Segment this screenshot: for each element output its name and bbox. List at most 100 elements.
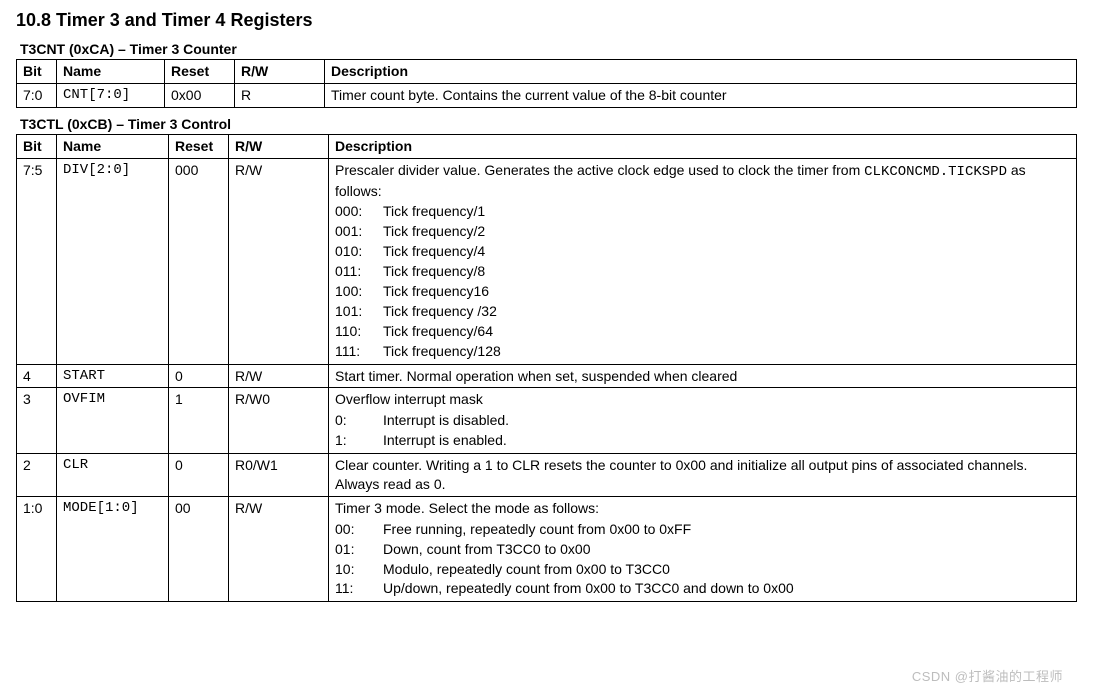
desc-pre: Prescaler divider value. Generates the a… [335, 162, 864, 178]
table-row: 7:5 DIV[2:0] 000 R/W Prescaler divider v… [17, 158, 1077, 364]
cell-reset: 0x00 [165, 83, 235, 107]
enum-row: 011:Tick frequency/8 [335, 262, 1070, 281]
cell-reset: 0 [169, 454, 229, 497]
enum-row: 00:Free running, repeatedly count from 0… [335, 520, 1070, 539]
cell-name: DIV[2:0] [57, 158, 169, 364]
cell-reset: 1 [169, 388, 229, 454]
enum-val: Tick frequency/1 [383, 202, 1070, 221]
enum-val: Free running, repeatedly count from 0x00… [383, 520, 1070, 539]
cell-rw: R/W [229, 364, 329, 388]
cell-reset: 0 [169, 364, 229, 388]
enum-val: Tick frequency /32 [383, 302, 1070, 321]
col-rw: R/W [229, 134, 329, 158]
enum-val: Tick frequency/2 [383, 222, 1070, 241]
desc-text: Overflow interrupt mask [335, 390, 1070, 409]
enum-key: 001: [335, 222, 383, 241]
enum-row: 001:Tick frequency/2 [335, 222, 1070, 241]
cell-desc: Overflow interrupt mask 0:Interrupt is d… [329, 388, 1077, 454]
table-row: 4 START 0 R/W Start timer. Normal operat… [17, 364, 1077, 388]
col-name: Name [57, 60, 165, 84]
table-row: 7:0 CNT[7:0] 0x00 R Timer count byte. Co… [17, 83, 1077, 107]
enum-val: Interrupt is disabled. [383, 411, 1070, 430]
enum-val: Modulo, repeatedly count from 0x00 to T3… [383, 560, 1070, 579]
enum-key: 1: [335, 431, 383, 450]
table-row: 1:0 MODE[1:0] 00 R/W Timer 3 mode. Selec… [17, 496, 1077, 601]
enum-val: Up/down, repeatedly count from 0x00 to T… [383, 579, 1070, 598]
enum-row: 01:Down, count from T3CC0 to 0x00 [335, 540, 1070, 559]
enum-val: Tick frequency/4 [383, 242, 1070, 261]
enum-key: 100: [335, 282, 383, 301]
table-row: 2 CLR 0 R0/W1 Clear counter. Writing a 1… [17, 454, 1077, 497]
table2-title: T3CTL (0xCB) – Timer 3 Control [20, 116, 1077, 132]
enum-val: Tick frequency/128 [383, 342, 1070, 361]
enum-row: 110:Tick frequency/64 [335, 322, 1070, 341]
col-name: Name [57, 134, 169, 158]
cell-desc: Prescaler divider value. Generates the a… [329, 158, 1077, 364]
enum-val: Down, count from T3CC0 to 0x00 [383, 540, 1070, 559]
table1-title: T3CNT (0xCA) – Timer 3 Counter [20, 41, 1077, 57]
enum-row: 11:Up/down, repeatedly count from 0x00 t… [335, 579, 1070, 598]
section-heading: 10.8 Timer 3 and Timer 4 Registers [16, 10, 1077, 31]
cell-reset: 000 [169, 158, 229, 364]
cell-name: START [57, 364, 169, 388]
enum-key: 011: [335, 262, 383, 281]
enum-row: 101:Tick frequency /32 [335, 302, 1070, 321]
desc-text: Prescaler divider value. Generates the a… [335, 161, 1070, 201]
cell-bit: 1:0 [17, 496, 57, 601]
enum-row: 1:Interrupt is enabled. [335, 431, 1070, 450]
enum-key: 101: [335, 302, 383, 321]
col-reset: Reset [169, 134, 229, 158]
cell-rw: R/W [229, 158, 329, 364]
table-row: 3 OVFIM 1 R/W0 Overflow interrupt mask 0… [17, 388, 1077, 454]
cell-desc: Start timer. Normal operation when set, … [329, 364, 1077, 388]
cell-rw: R/W0 [229, 388, 329, 454]
watermark-text: CSDN @打酱油的工程师 [912, 666, 1063, 685]
cell-desc: Clear counter. Writing a 1 to CLR resets… [329, 454, 1077, 497]
cell-bit: 7:0 [17, 83, 57, 107]
desc-text: Timer 3 mode. Select the mode as follows… [335, 499, 1070, 518]
table-header-row: Bit Name Reset R/W Description [17, 60, 1077, 84]
cell-name: MODE[1:0] [57, 496, 169, 601]
enum-key: 0: [335, 411, 383, 430]
cell-bit: 2 [17, 454, 57, 497]
enum-key: 01: [335, 540, 383, 559]
enum-key: 000: [335, 202, 383, 221]
enum-key: 010: [335, 242, 383, 261]
enum-key: 111: [335, 342, 383, 361]
enum-row: 0:Interrupt is disabled. [335, 411, 1070, 430]
enum-key: 10: [335, 560, 383, 579]
cell-rw: R/W [229, 496, 329, 601]
enum-val: Tick frequency/8 [383, 262, 1070, 281]
desc-code: CLKCONCMD.TICKSPD [864, 164, 1007, 180]
cell-bit: 7:5 [17, 158, 57, 364]
enum-val: Tick frequency/64 [383, 322, 1070, 341]
col-bit: Bit [17, 60, 57, 84]
col-desc: Description [329, 134, 1077, 158]
t3cnt-table: Bit Name Reset R/W Description 7:0 CNT[7… [16, 59, 1077, 108]
cell-desc: Timer 3 mode. Select the mode as follows… [329, 496, 1077, 601]
col-rw: R/W [235, 60, 325, 84]
cell-reset: 00 [169, 496, 229, 601]
cell-rw: R0/W1 [229, 454, 329, 497]
cell-bit: 4 [17, 364, 57, 388]
enum-key: 00: [335, 520, 383, 539]
enum-row: 100:Tick frequency16 [335, 282, 1070, 301]
table-header-row: Bit Name Reset R/W Description [17, 134, 1077, 158]
t3ctl-table: Bit Name Reset R/W Description 7:5 DIV[2… [16, 134, 1077, 603]
enum-row: 111:Tick frequency/128 [335, 342, 1070, 361]
cell-desc: Timer count byte. Contains the current v… [325, 83, 1077, 107]
enum-key: 110: [335, 322, 383, 341]
enum-row: 000:Tick frequency/1 [335, 202, 1070, 221]
col-desc: Description [325, 60, 1077, 84]
enum-row: 010:Tick frequency/4 [335, 242, 1070, 261]
col-reset: Reset [165, 60, 235, 84]
col-bit: Bit [17, 134, 57, 158]
enum-val: Interrupt is enabled. [383, 431, 1070, 450]
cell-name: OVFIM [57, 388, 169, 454]
cell-rw: R [235, 83, 325, 107]
cell-name: CLR [57, 454, 169, 497]
enum-val: Tick frequency16 [383, 282, 1070, 301]
cell-name: CNT[7:0] [57, 83, 165, 107]
enum-row: 10:Modulo, repeatedly count from 0x00 to… [335, 560, 1070, 579]
cell-bit: 3 [17, 388, 57, 454]
